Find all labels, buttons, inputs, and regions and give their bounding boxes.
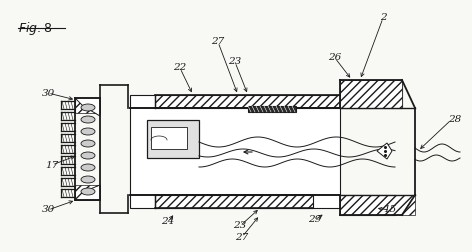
Text: 27: 27 xyxy=(211,38,225,47)
Bar xyxy=(340,80,402,108)
Polygon shape xyxy=(377,143,392,159)
Text: 15: 15 xyxy=(383,205,396,214)
Bar xyxy=(340,80,402,108)
Text: 17: 17 xyxy=(45,161,59,170)
Text: 30: 30 xyxy=(42,88,55,98)
Bar xyxy=(155,195,313,208)
Ellipse shape xyxy=(81,164,95,171)
Text: 2: 2 xyxy=(379,14,386,22)
Polygon shape xyxy=(75,98,100,116)
Ellipse shape xyxy=(81,176,95,183)
Text: 26: 26 xyxy=(329,53,342,62)
Bar xyxy=(75,185,100,200)
Bar xyxy=(340,195,415,215)
Bar xyxy=(75,98,100,113)
Ellipse shape xyxy=(81,152,95,159)
Text: 29: 29 xyxy=(308,215,321,225)
Ellipse shape xyxy=(81,128,95,135)
Bar xyxy=(147,120,199,158)
Text: 22: 22 xyxy=(173,64,186,73)
Polygon shape xyxy=(75,185,100,200)
Bar xyxy=(155,95,340,108)
Text: 27: 27 xyxy=(236,233,249,241)
Bar xyxy=(340,195,395,215)
Bar xyxy=(130,95,340,208)
Ellipse shape xyxy=(81,104,95,111)
Ellipse shape xyxy=(81,188,95,195)
Ellipse shape xyxy=(81,140,95,147)
Text: 28: 28 xyxy=(448,115,461,124)
Text: 30: 30 xyxy=(42,205,55,214)
Ellipse shape xyxy=(81,116,95,123)
Text: $\mathit{Fig.8}$: $\mathit{Fig.8}$ xyxy=(18,20,52,37)
Bar xyxy=(248,106,296,112)
Text: 24: 24 xyxy=(161,217,175,227)
Text: 23: 23 xyxy=(228,57,242,67)
Text: 23: 23 xyxy=(233,222,247,231)
Bar xyxy=(151,127,187,149)
